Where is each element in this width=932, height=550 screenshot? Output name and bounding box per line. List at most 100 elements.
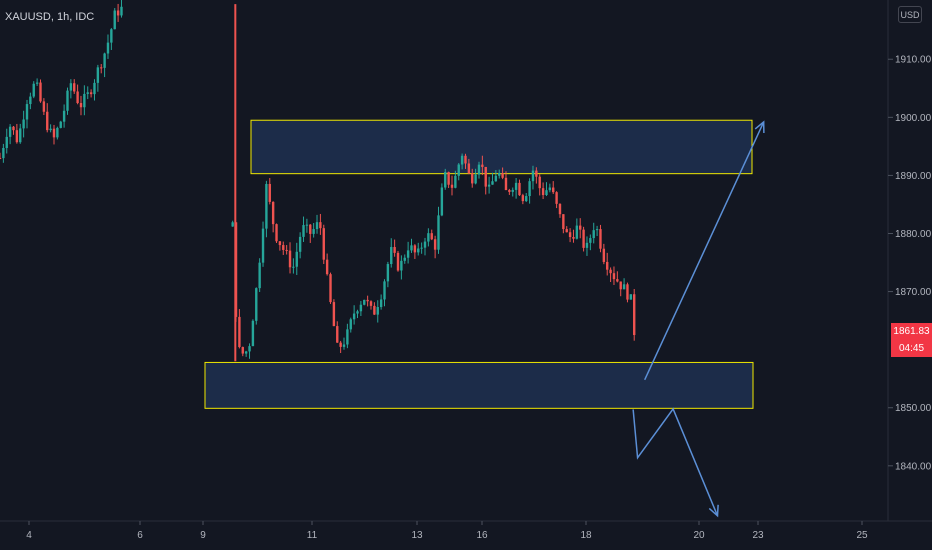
x-tick-label: 11	[307, 530, 318, 541]
candle-body	[113, 10, 116, 30]
candle-body	[491, 181, 494, 185]
candle-body	[352, 313, 356, 320]
candle-body	[32, 83, 35, 97]
support-zone[interactable]	[204, 361, 754, 409]
candle-body	[248, 346, 251, 352]
candle-body	[602, 248, 606, 262]
candle-body	[332, 302, 336, 327]
candle-body	[39, 82, 42, 102]
x-tick-label: 13	[411, 530, 423, 541]
candle-body	[93, 82, 96, 95]
candle-body	[56, 127, 59, 138]
candle-body	[255, 288, 258, 321]
candle-body	[541, 188, 545, 196]
candle-body	[511, 189, 514, 192]
x-tick-label: 4	[26, 530, 32, 541]
y-tick-label: 1890.00	[895, 171, 932, 182]
candle-body	[285, 249, 288, 251]
candle-body	[514, 182, 518, 190]
candle-body	[609, 269, 612, 274]
candle-body	[626, 284, 629, 300]
currency-button[interactable]: USD	[898, 6, 922, 23]
y-tick-label: 1910.00	[895, 55, 932, 66]
candle-body	[349, 319, 352, 330]
bullish-projection-arrow[interactable]	[644, 121, 765, 381]
symbol-label[interactable]: XAUUSD, 1h, IDC	[5, 11, 95, 23]
candle-body	[477, 164, 481, 175]
candle-body	[406, 250, 410, 258]
candle-body	[450, 184, 454, 188]
candle-body	[258, 262, 261, 289]
candle-body	[538, 176, 541, 189]
y-tick-label: 1870.00	[895, 287, 932, 298]
candle-body	[19, 128, 22, 143]
candle-body	[622, 284, 626, 290]
bearish-projection-arrow[interactable]	[632, 407, 719, 517]
candle-body	[464, 155, 467, 164]
candle-body	[238, 316, 241, 348]
candle-body	[575, 225, 579, 239]
x-tick-label: 25	[856, 530, 868, 541]
candle-body	[288, 250, 292, 268]
candle-body	[295, 251, 298, 267]
candle-body	[265, 183, 268, 229]
candle-body	[359, 304, 363, 312]
candle-body	[29, 96, 32, 105]
candle-body	[501, 173, 504, 178]
candle-body	[555, 192, 558, 204]
candle-body	[565, 229, 568, 233]
candle-body	[66, 90, 69, 111]
candle-body	[393, 247, 396, 253]
candle-body	[629, 294, 633, 300]
candle-body	[309, 224, 312, 234]
candle-body	[376, 307, 379, 315]
candle-body	[25, 104, 29, 120]
candle-body	[562, 214, 565, 230]
candle-body	[79, 103, 83, 108]
time-axis: 4 6 9 11 13 16 18 20 23 25	[26, 521, 868, 541]
candle-body	[69, 83, 73, 91]
candle-body	[460, 155, 464, 165]
candle-body	[535, 170, 538, 177]
x-tick-label: 9	[200, 530, 206, 541]
candle-body	[383, 281, 386, 300]
candle-body	[106, 42, 110, 54]
candle-body	[420, 247, 423, 249]
last-price-label: 1861.83	[891, 323, 932, 341]
x-tick-label: 18	[580, 530, 592, 541]
candle-body	[518, 182, 521, 196]
candle-body	[366, 299, 369, 302]
y-tick-label: 1900.00	[895, 113, 932, 124]
y-tick-label: 1850.00	[895, 403, 932, 414]
candle-body	[423, 241, 427, 248]
candle-body	[447, 172, 450, 185]
candle-body	[585, 242, 589, 248]
candle-body	[606, 261, 609, 270]
resistance-zone[interactable]	[250, 119, 753, 175]
candle-body	[558, 203, 562, 215]
candle-body	[312, 229, 315, 234]
candle-body	[329, 274, 332, 303]
candle-body	[582, 229, 585, 248]
candle-body	[612, 273, 616, 280]
candle-body	[2, 148, 5, 159]
candle-body	[437, 215, 440, 250]
candle-body	[545, 190, 548, 196]
candle-body	[315, 222, 319, 230]
candle-body	[52, 128, 56, 138]
candle-body	[579, 225, 582, 230]
candle-body	[413, 245, 417, 253]
candle-body	[83, 93, 86, 108]
candle-body	[454, 175, 457, 188]
candle-body	[572, 237, 575, 239]
candle-body	[379, 299, 383, 308]
candle-body	[292, 266, 295, 268]
y-tick-label: 1880.00	[895, 229, 932, 240]
candle-body	[444, 172, 447, 188]
candlestick-series	[0, 0, 636, 362]
candle-body	[8, 126, 12, 137]
candle-body	[305, 224, 309, 226]
candle-body	[302, 225, 305, 237]
candle-body	[346, 329, 349, 345]
